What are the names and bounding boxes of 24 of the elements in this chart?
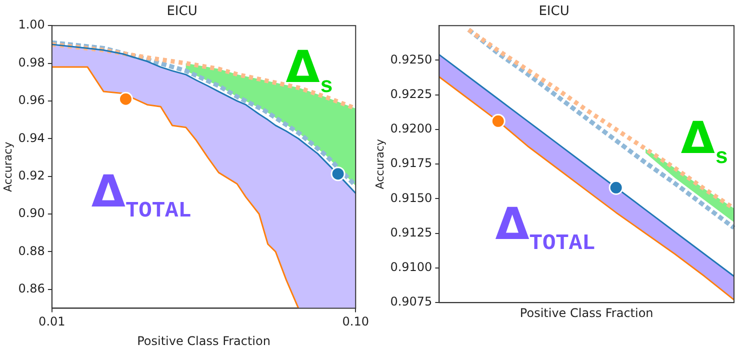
y-tick-label: 0.9175 [390,156,432,170]
y-tick-label: 0.98 [18,55,45,70]
y-tick-label: 0.9125 [390,225,432,240]
x-axis-title: Positive Class Fraction [137,334,270,348]
y-tick-label: 0.9100 [390,260,432,274]
y-tick-label: 0.88 [18,244,45,258]
y-tick-label: 0.90 [18,206,45,220]
x-tick-label: 0.01 [38,314,66,329]
y-tick-label: 1.00 [18,18,45,32]
y-tick-label: 0.92 [18,168,45,182]
x-tick-label: 0.10 [342,314,369,329]
y-tick-label: 0.96 [18,93,45,108]
y-tick-label: 0.86 [18,281,45,296]
x-axis-title: Positive Class Fraction [520,306,654,320]
y-tick-label: 0.9200 [390,122,432,136]
y-tick-label: 0.94 [18,130,45,145]
y-tick-label: 0.9250 [390,52,432,66]
chart-title: EICU [166,4,198,20]
y-axis-title: Accuracy [373,138,386,190]
chart-title: EICU [538,4,570,20]
y-tick-label: 0.9225 [390,86,432,101]
y-tick-label: 0.9150 [390,190,432,205]
y-tick-label: 0.9075 [390,294,432,309]
y-axis-title: Accuracy [1,141,14,192]
